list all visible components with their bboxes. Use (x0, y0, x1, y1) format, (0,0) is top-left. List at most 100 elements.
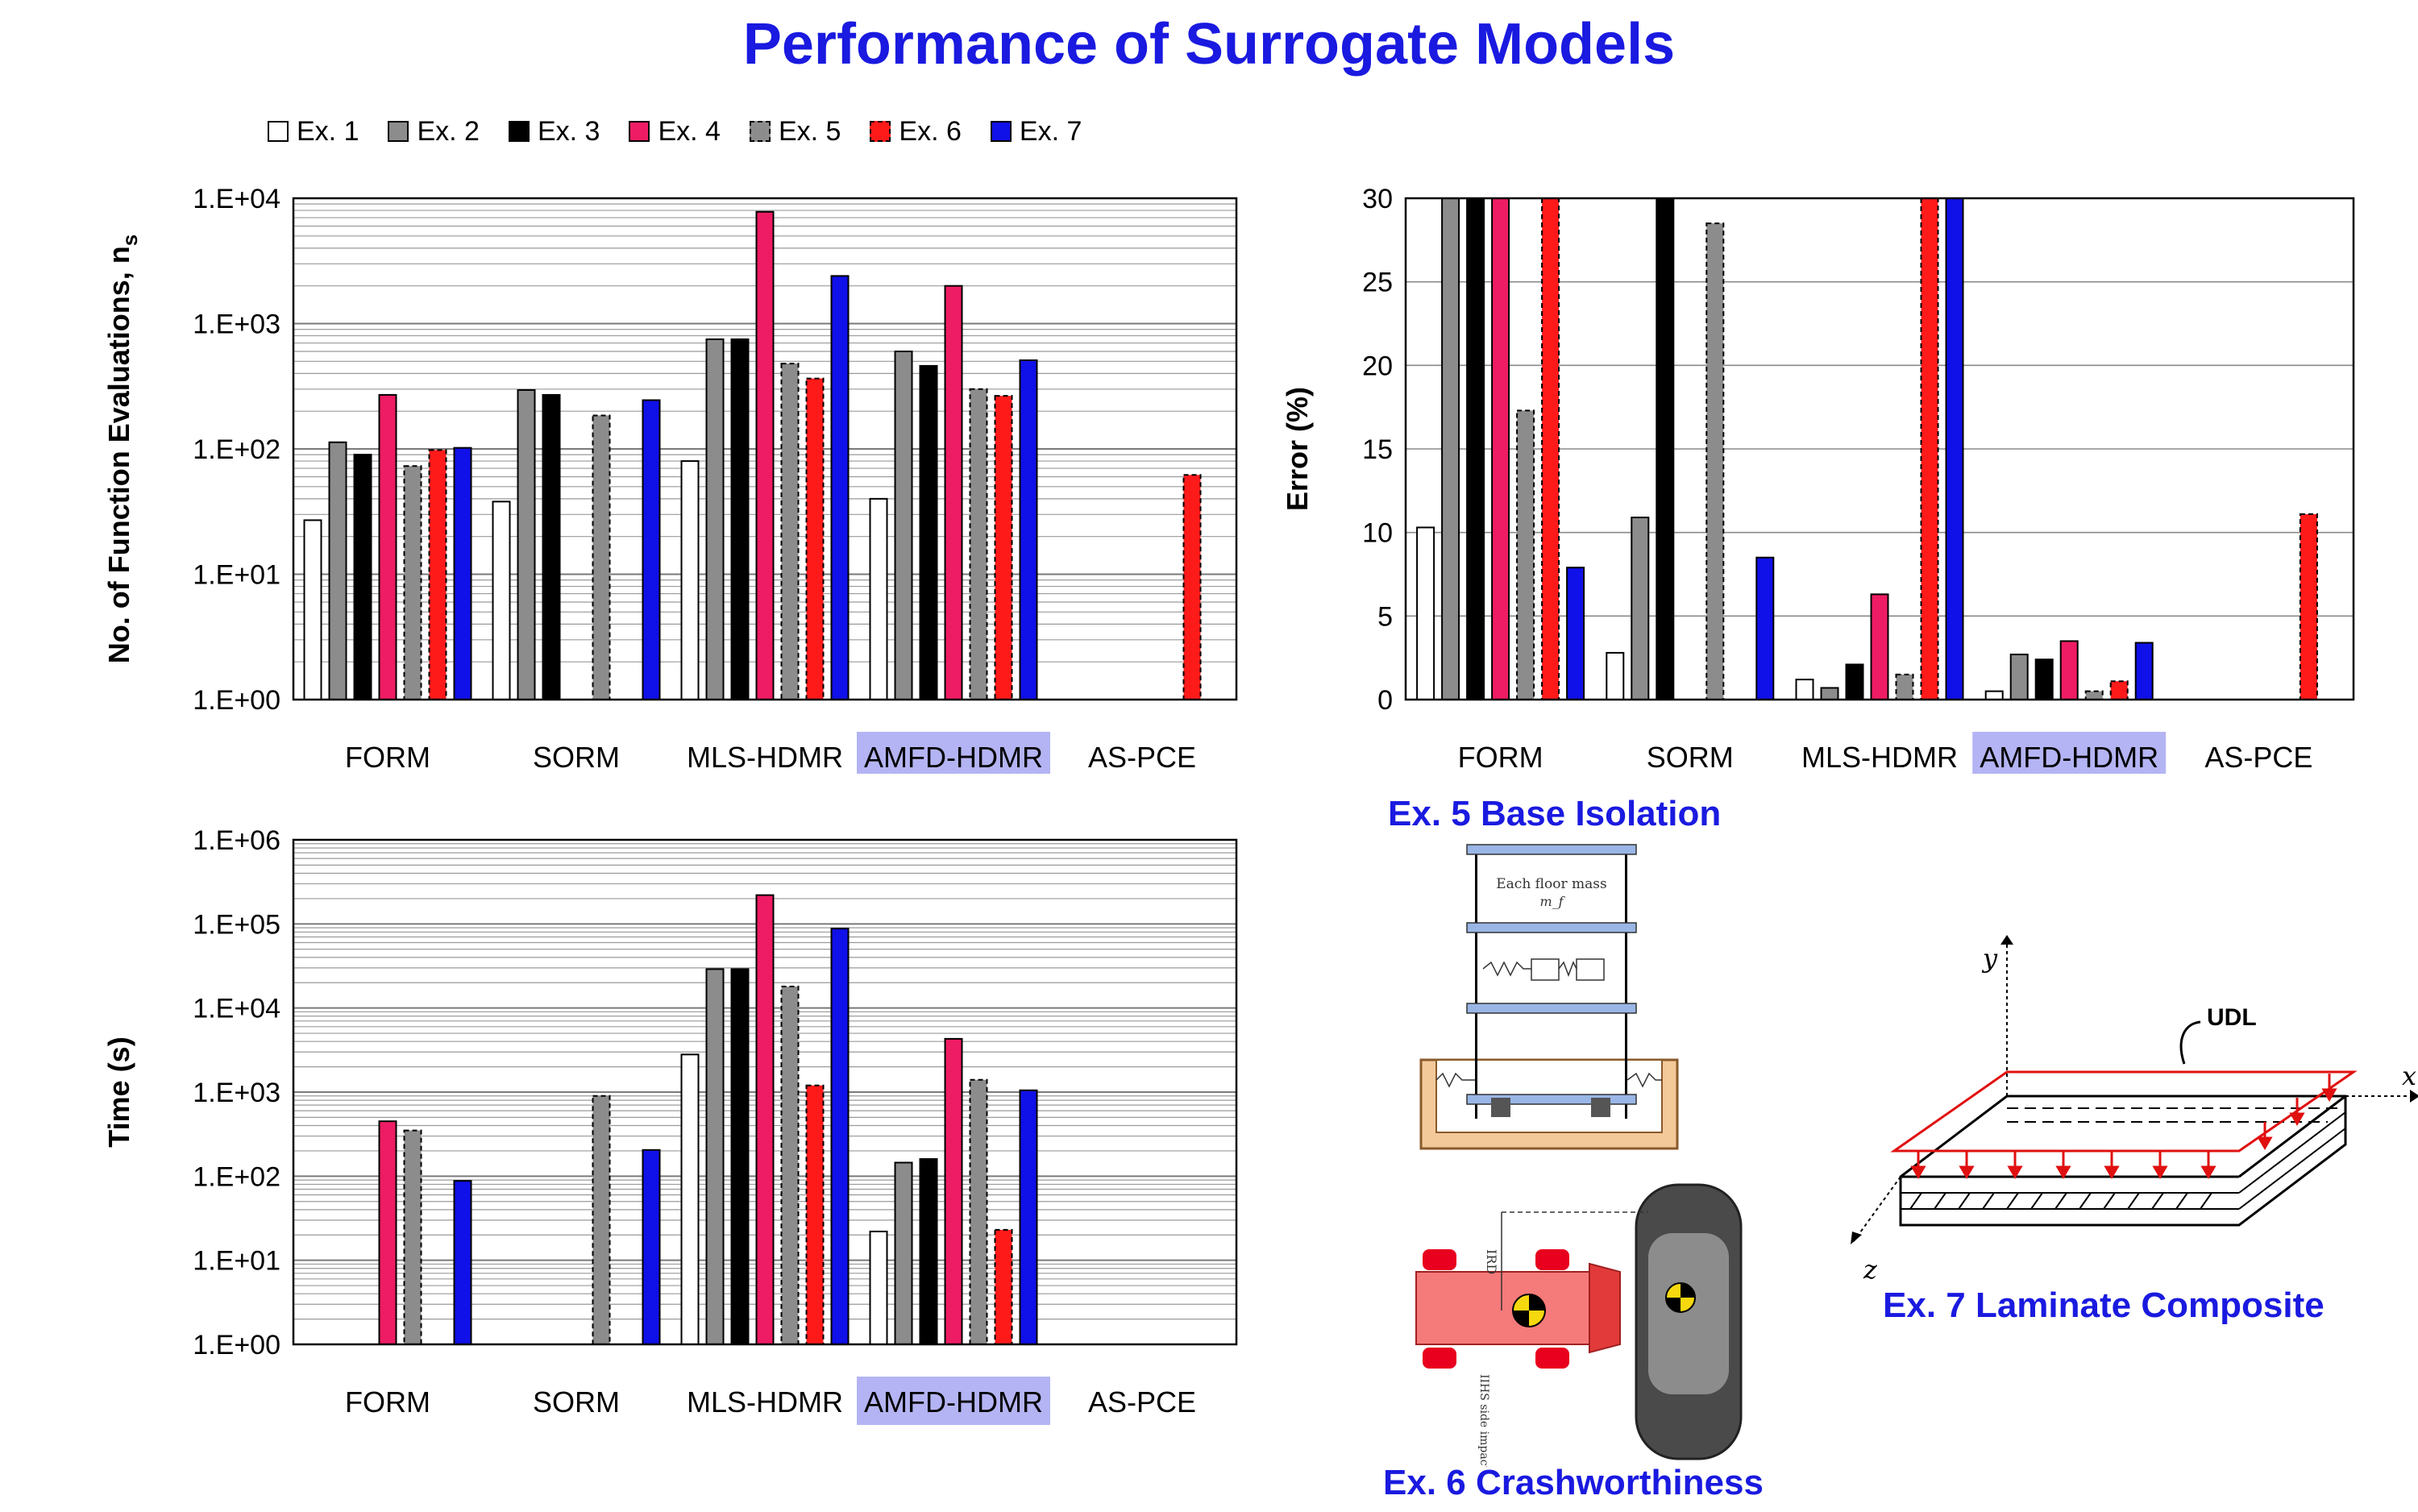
legend-swatch (629, 121, 650, 142)
bar (1466, 197, 1485, 700)
laminate-composite-illustration: y x z UDL (1851, 935, 2418, 1285)
legend-label: Ex. 1 (297, 115, 359, 147)
category-label: MLS-HDMR (687, 741, 843, 774)
axis-y-label: y (1981, 943, 1998, 974)
axis-label: No. of Function Evaluations, ns (102, 235, 142, 663)
legend-label: Ex. 3 (537, 115, 600, 147)
category-label: FORM (345, 741, 430, 774)
category-label: FORM (1458, 741, 1543, 774)
bar (378, 1120, 397, 1346)
category-highlight (857, 732, 1050, 774)
bar (1019, 1089, 1038, 1346)
legend-item-6: Ex. 6 (870, 115, 962, 147)
tick-label: 10 (1362, 518, 1393, 549)
bar (944, 1037, 963, 1345)
tick-label: 1.E+05 (193, 909, 280, 940)
error-chart: FORM SORM MLS-HDMR AMFD-HDMR AS-PCE 0 5 10 15 20 2… (1281, 184, 2355, 774)
category-highlight (1972, 732, 2167, 774)
legend-swatch (749, 121, 771, 142)
bar (1755, 556, 1775, 700)
tick-label: 0 (1377, 685, 1393, 716)
axis-z-label: z (1863, 1254, 1878, 1285)
bar (1656, 197, 1675, 700)
bar (1795, 679, 1814, 700)
tick-label: 1.E+00 (193, 1330, 280, 1360)
legend-label: Ex. 4 (658, 115, 721, 147)
axis-label: Time (s) (102, 1036, 135, 1147)
bar (2059, 640, 2079, 701)
bar (2134, 642, 2154, 700)
udl-label: UDL (2207, 1004, 2257, 1031)
bar (1984, 690, 2004, 701)
category-label: AS-PCE (1088, 1385, 1196, 1419)
bar (755, 894, 775, 1345)
bar (830, 928, 850, 1345)
bar (1631, 517, 1650, 700)
tick-label: 25 (1362, 268, 1393, 298)
ex5-caption: Ex. 5 Base Isolation (1388, 794, 1722, 833)
bar (730, 968, 750, 1345)
bar (805, 377, 825, 700)
tick-label: 20 (1362, 351, 1393, 381)
bar (1845, 663, 1864, 701)
legend-swatch (268, 121, 289, 142)
plot-frame (292, 197, 1238, 701)
tick-label: 1.E+01 (193, 560, 280, 591)
category-highlight (857, 1377, 1050, 1425)
tick-label: 1.E+04 (193, 184, 280, 214)
legend-label: Ex. 7 (1019, 115, 1082, 147)
category-label: SORM (533, 1385, 620, 1419)
legend-swatch (870, 121, 891, 142)
bar (592, 1095, 611, 1346)
axis-label: Error (%) (1281, 387, 1314, 511)
bar (994, 395, 1013, 700)
legend-label: Ex. 6 (899, 115, 962, 147)
bar (994, 1228, 1013, 1345)
tick-label: 1.E+01 (193, 1246, 280, 1277)
tick-label: 1.E+02 (193, 1161, 280, 1192)
bar (1516, 409, 1535, 700)
legend-item-3: Ex. 3 (508, 115, 600, 147)
legend-item-7: Ex. 7 (990, 115, 1082, 147)
bar (2009, 654, 2029, 701)
tick-label: 1.E+00 (193, 685, 280, 716)
legend-item-1: Ex. 1 (268, 116, 359, 147)
category-label: AS-PCE (2204, 741, 2312, 774)
page-title: Performance of Surrogate Models (742, 12, 1676, 77)
evaluations-chart: FORM SORM MLS-HDMR AMFD-HDMR AS-PCE 1.E+00 1.E… (102, 184, 1238, 774)
bar (1606, 651, 1625, 700)
tick-label: 5 (1377, 601, 1393, 632)
bar (805, 1084, 825, 1345)
bar (969, 388, 988, 700)
legend-swatch (388, 121, 409, 142)
bar (1566, 567, 1585, 700)
axis-x-label: x (2402, 1061, 2416, 1091)
category-label: SORM (1647, 741, 1734, 774)
bar (1895, 673, 1914, 701)
chart-legend: Ex. 1 Ex. 2 Ex. 3 Ex. 4 Ex. 5 Ex. 6 Ex. 7 (268, 111, 1082, 152)
bar (680, 1053, 700, 1346)
bar (2109, 680, 2129, 701)
bar (403, 1129, 422, 1345)
tick-label: 1.E+04 (193, 994, 280, 1024)
svg-text:m_f: m_f (1539, 894, 1565, 909)
floor-mass-label: Each floor mass (1496, 876, 1606, 892)
iihs-label: IIHS side impact setup (1477, 1374, 1490, 1467)
legend-label: Ex. 2 (417, 115, 480, 147)
legend-item-5: Ex. 5 (749, 116, 841, 147)
crashworthiness-illustration: IRD IIHS side impact setup (1415, 1183, 1743, 1467)
bar (869, 1230, 888, 1345)
time-chart: FORM SORM MLS-HDMR AMFD-HDMR AS-PCE 1.E+00 1.E… (102, 825, 1238, 1425)
tick-label: 15 (1362, 434, 1393, 465)
bar (1870, 593, 1889, 700)
tick-label: 1.E+03 (193, 309, 280, 340)
bar (1920, 197, 1939, 700)
bar (1441, 197, 1460, 700)
bar (705, 968, 725, 1345)
bar (1541, 197, 1560, 700)
legend-item-4: Ex. 4 (629, 115, 721, 147)
ex7-caption: Ex. 7 Laminate Composite (1883, 1286, 2325, 1325)
tick-label: 1.E+06 (193, 825, 280, 856)
category-label: MLS-HDMR (687, 1385, 843, 1419)
bar (1705, 222, 1725, 701)
